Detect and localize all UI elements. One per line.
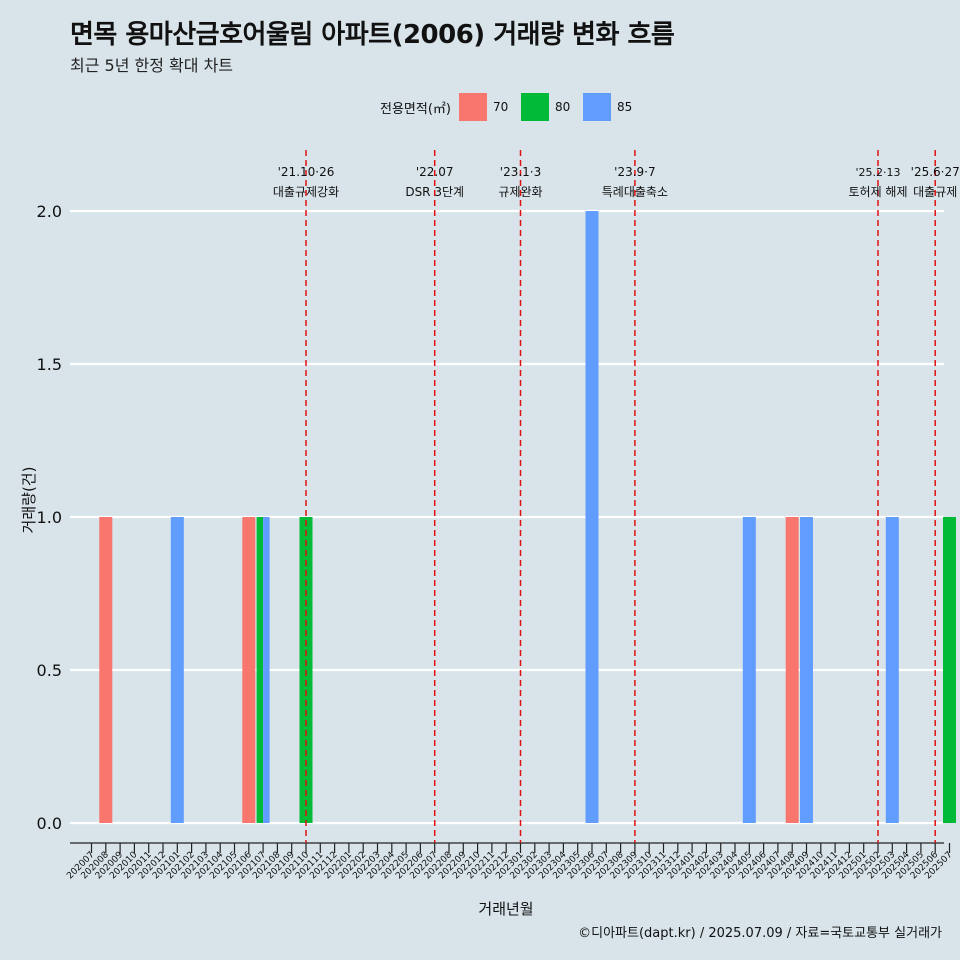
legend-item-85: 85 [582, 93, 641, 121]
bar-70-202008 [99, 517, 113, 823]
event-date: '22.07 [416, 165, 454, 179]
y-tick-label: 2.0 [37, 202, 62, 221]
event-date: '23.1·3 [500, 165, 541, 179]
legend: 전용면적(㎡) 70 80 85 [380, 92, 645, 122]
event-label: 대출규제 [913, 185, 957, 199]
legend-label-70: 70 [492, 100, 509, 114]
bar-70-202408 [785, 517, 799, 823]
chart-subtitle: 최근 5년 한정 확대 차트 [70, 56, 234, 75]
bar-80-202507 [943, 517, 956, 823]
bar-85-202107 [263, 517, 270, 823]
legend-label-80: 80 [554, 100, 571, 114]
event-label: 규제완화 [498, 185, 542, 199]
bar-85-202405 [742, 517, 756, 823]
bar-85-202409 [800, 517, 813, 823]
event-date: '23.9·7 [614, 165, 655, 179]
bar-85-202503 [885, 517, 899, 823]
bar-70-202106 [242, 517, 256, 823]
event-label: 토허제 해제 [848, 185, 907, 199]
legend-item-80: 80 [520, 93, 579, 121]
y-tick-label: 0.0 [37, 814, 62, 833]
chart-title: 면목 용마산금호어울림 아파트(2006) 거래량 변화 흐름 [70, 20, 675, 50]
bar-80-202107 [256, 517, 264, 823]
legend-title: 전용면적(㎡) [380, 101, 451, 117]
legend-swatch-85 [582, 93, 611, 121]
bar-85-202101 [170, 517, 184, 823]
bar-85-202306 [585, 211, 599, 823]
event-date: '25.6·27 [911, 165, 960, 179]
y-tick-label: 1.5 [37, 355, 62, 374]
y-tick-label: 0.5 [37, 661, 62, 680]
x-axis-title: 거래년월 [478, 900, 533, 918]
event-date: '21.10·26 [278, 165, 335, 179]
legend-label-85: 85 [616, 100, 633, 114]
legend-item-70: 70 [458, 93, 517, 121]
event-label: 특례대출축소 [602, 185, 668, 199]
y-tick-label: 1.0 [37, 508, 62, 527]
y-axis-title: 거래량(건) [20, 467, 38, 534]
event-label: 대출규제강화 [273, 185, 339, 199]
legend-swatch-80 [520, 93, 549, 121]
legend-swatch-70 [458, 93, 487, 121]
footer-credit: ©디아파트(dapt.kr) / 2025.07.09 / 자료=국토교통부 실… [578, 926, 942, 941]
event-label: DSR 3단계 [405, 185, 464, 199]
event-date: '25.2·13 [855, 166, 900, 179]
